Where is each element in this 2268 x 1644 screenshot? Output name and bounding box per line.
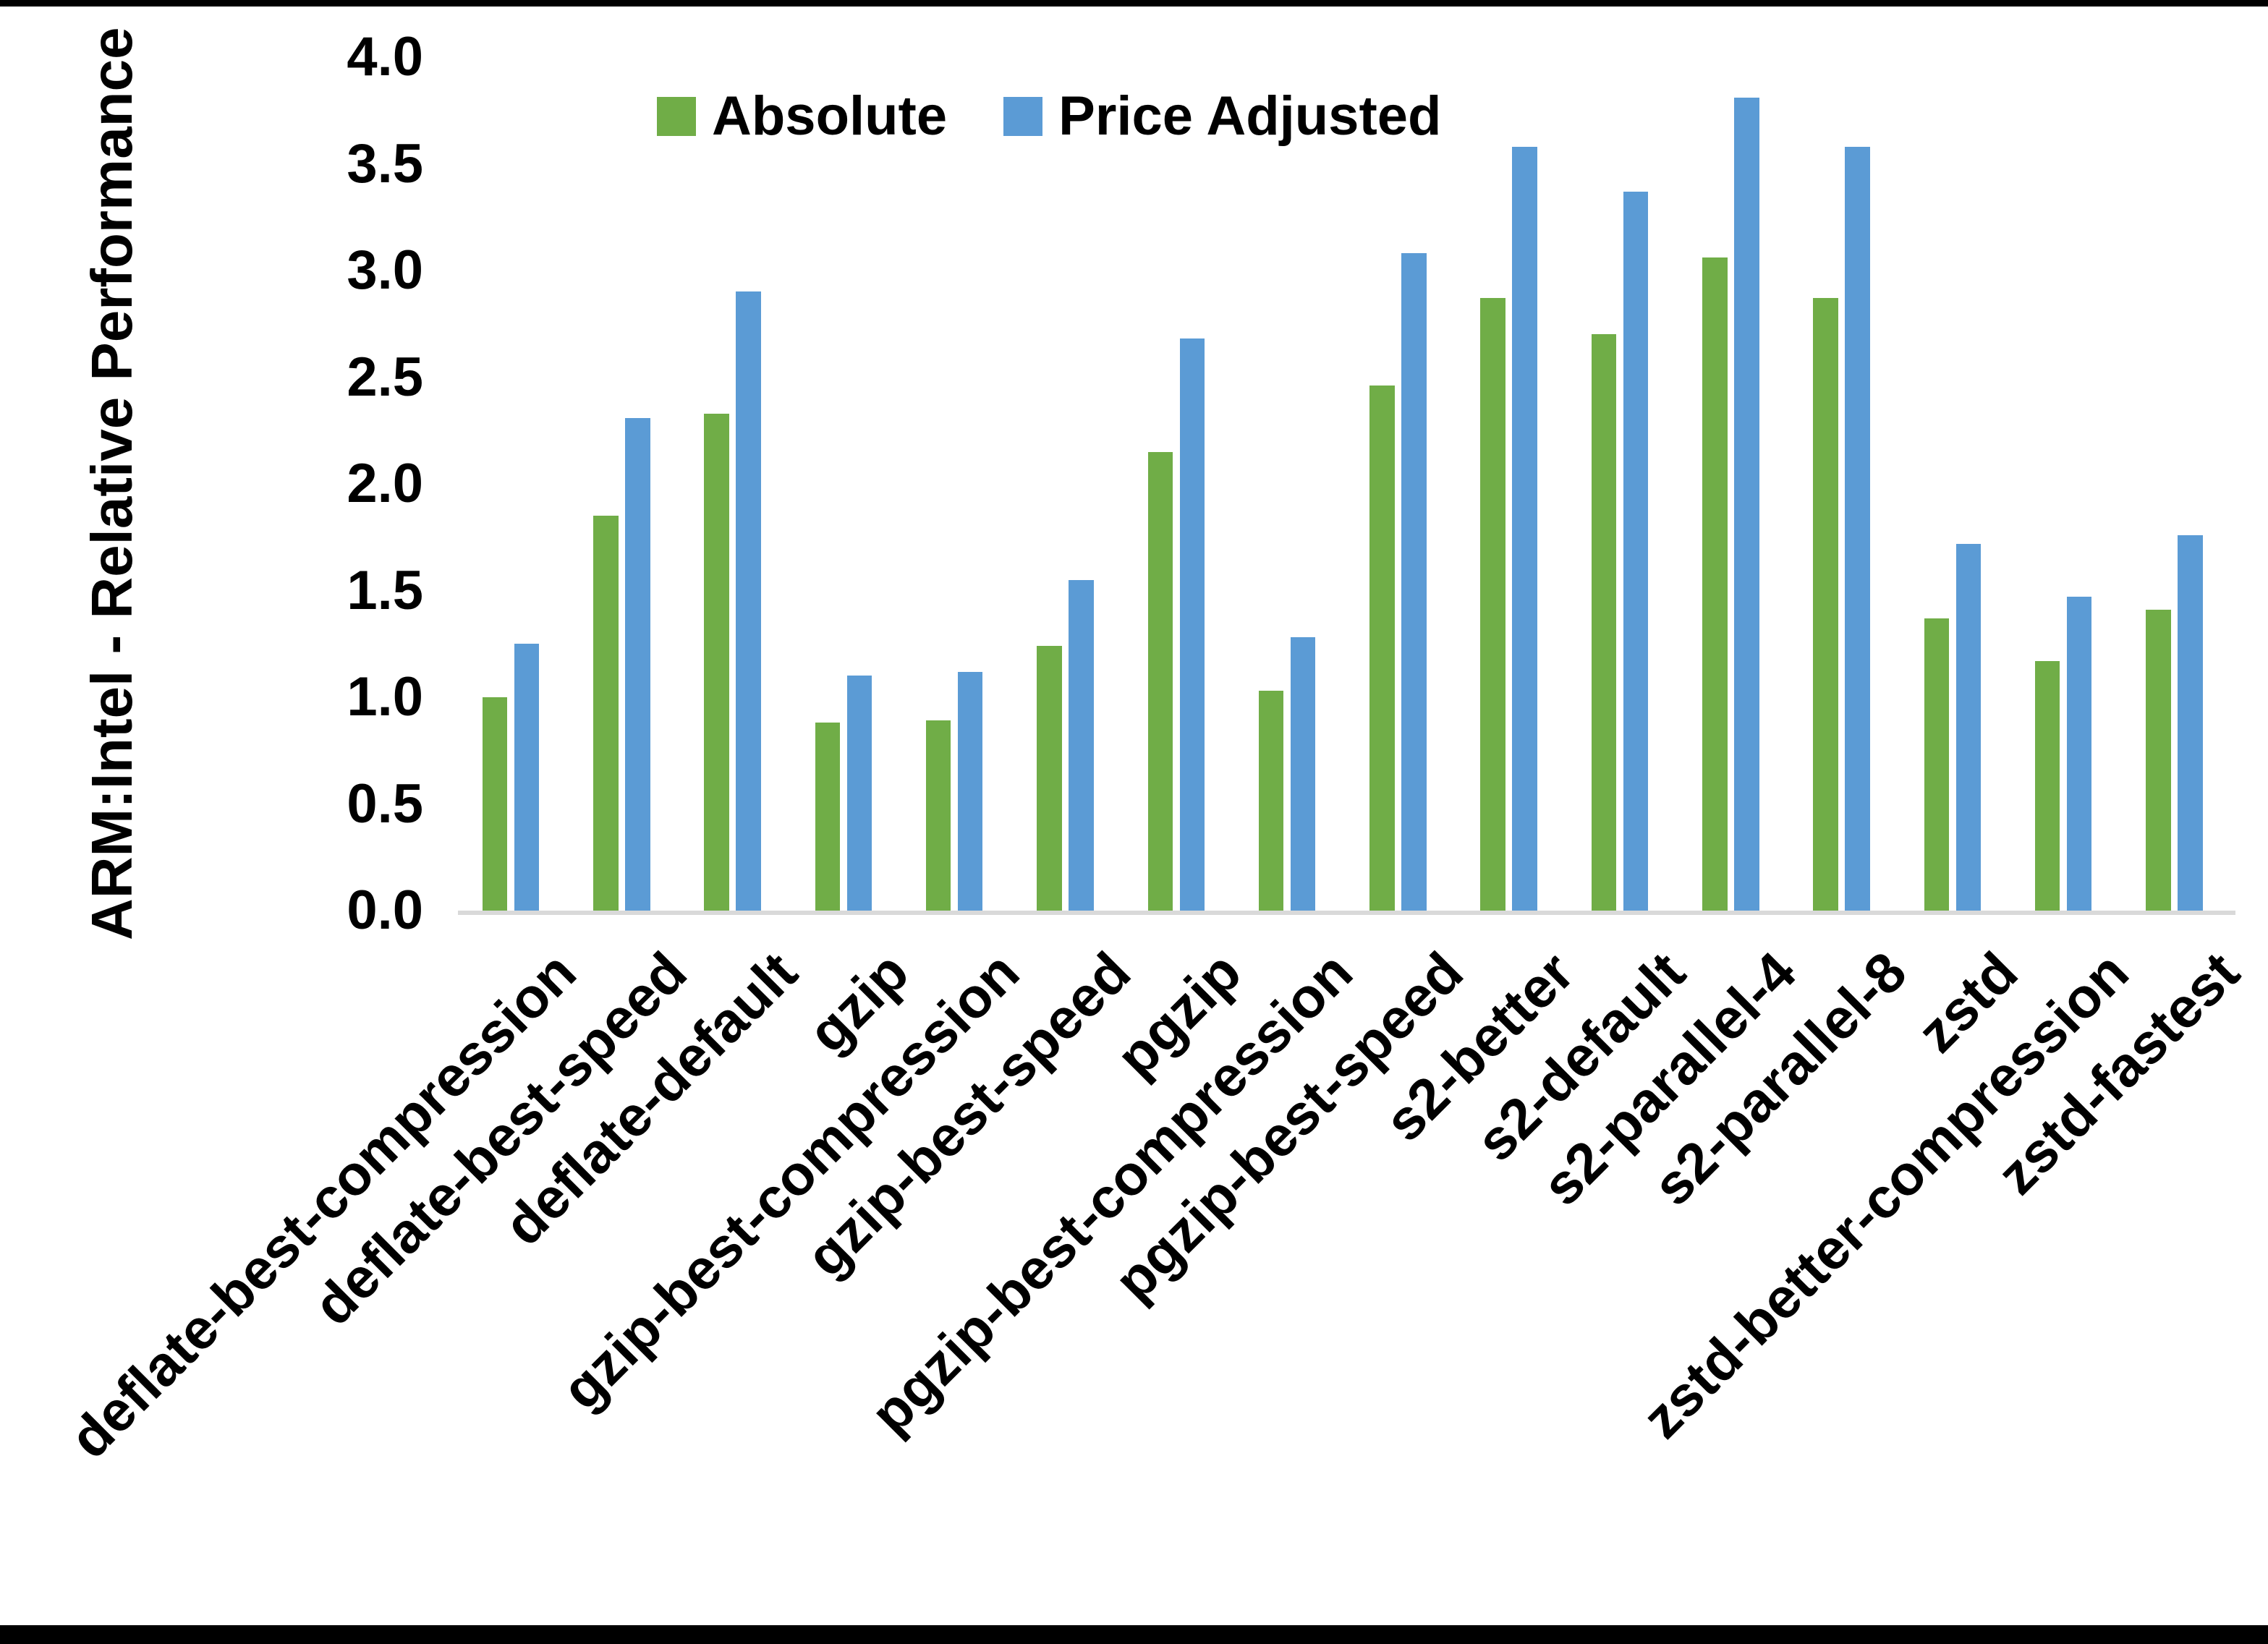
bar-absolute-deflate-best-compression [482,697,508,911]
bar-price-adjusted-gzip-best-compression [957,672,983,911]
bar-absolute-pgzip-best-compression [1258,691,1284,911]
bar-price-adjusted-zstd-fastest [2178,535,2203,911]
top-border [0,0,2268,7]
bar-absolute-s2-parallel-8 [1813,298,1838,911]
bar-absolute-pgzip-best-speed [1369,386,1395,911]
bar-absolute-gzip-best-compression [925,720,951,911]
bar-price-adjusted-gzip [846,676,872,911]
bar-price-adjusted-deflate-best-speed [625,418,650,911]
y-tick-label: 1.0 [347,666,423,728]
bar-price-adjusted-gzip-best-speed [1069,580,1094,911]
bar-absolute-deflate-default [704,414,729,911]
y-tick-label: 2.0 [347,453,423,514]
bar-price-adjusted-zstd-better-compression [2066,597,2092,911]
x-axis-line [458,911,2235,915]
bar-price-adjusted-s2-default [1623,192,1649,911]
bar-price-adjusted-s2-better [1512,147,1537,911]
bar-absolute-zstd-fastest [2146,610,2171,911]
y-tick-label: 1.5 [347,559,423,621]
bar-price-adjusted-pgzip [1179,338,1205,911]
y-tick-label: 2.5 [347,346,423,408]
bar-absolute-zstd [1924,618,1950,911]
bar-price-adjusted-deflate-default [736,291,761,911]
bar-absolute-s2-default [1591,334,1617,911]
plot-area [458,57,2235,915]
y-tick-label: 0.0 [347,880,423,941]
bar-absolute-gzip-best-speed [1037,646,1062,911]
y-tick-label: 4.0 [347,26,423,88]
bar-absolute-gzip [815,723,841,911]
bottom-border [0,1625,2268,1644]
y-axis-title: ARM:Intel - Relative Performance [80,27,144,941]
legend-item-price-adjusted: Price Adjusted [1003,85,1442,147]
legend-label-price-adjusted: Price Adjusted [1058,85,1442,147]
bar-price-adjusted-s2-parallel-4 [1734,98,1759,911]
legend: Absolute Price Adjusted [657,85,1442,147]
legend-label-absolute: Absolute [712,85,948,147]
bar-absolute-pgzip [1147,452,1173,911]
y-tick-label: 3.0 [347,239,423,301]
bar-absolute-s2-better [1480,298,1505,911]
bar-absolute-s2-parallel-4 [1702,257,1728,911]
legend-item-absolute: Absolute [657,85,948,147]
bar-absolute-zstd-better-compression [2034,661,2060,911]
y-tick-label: 3.5 [347,132,423,195]
bar-price-adjusted-pgzip-best-speed [1401,253,1427,911]
y-tick-label: 0.5 [347,772,423,835]
legend-swatch-price-adjusted [1003,97,1043,136]
bar-price-adjusted-s2-parallel-8 [1845,147,1870,911]
legend-swatch-absolute [657,97,696,136]
bar-absolute-deflate-best-speed [593,516,619,911]
bar-price-adjusted-deflate-best-compression [514,644,540,911]
bar-price-adjusted-pgzip-best-compression [1290,637,1316,911]
bar-price-adjusted-zstd [1955,544,1982,911]
